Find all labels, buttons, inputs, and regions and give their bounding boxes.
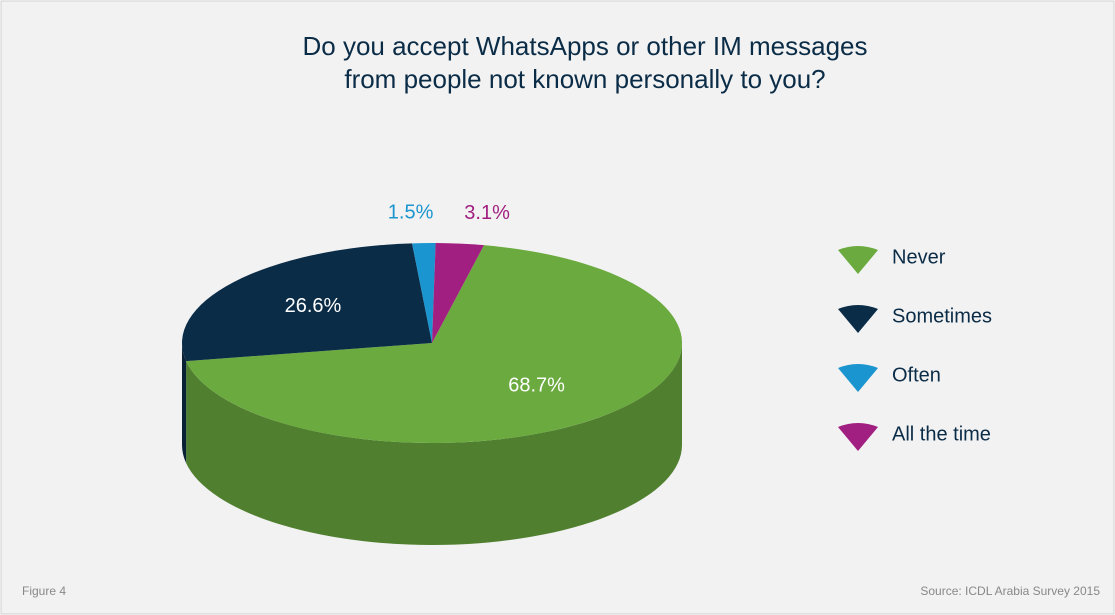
slice [182,243,432,362]
legend-marker [838,305,878,333]
legend-marker [838,364,878,392]
figure-label: Figure 4 [22,584,66,598]
data-label: 68.7% [508,374,565,396]
legend-label: All the time [892,423,991,445]
legend-label: Often [892,364,941,386]
legend-label: Never [892,246,946,268]
legend-label: Sometimes [892,305,992,327]
legend-marker [838,423,878,451]
slice [432,243,484,343]
data-label: 26.6% [285,295,342,317]
chart-title: from people not known personally to you? [344,64,825,94]
slice-side [182,343,187,464]
source: Source: ICDL Arabia Survey 2015 [920,584,1100,598]
data-label: 3.1% [464,202,510,224]
legend-marker [838,246,878,274]
data-label: 1.5% [388,201,434,223]
slice [186,245,683,443]
chart-title: Do you accept WhatsApps or other IM mess… [302,31,867,61]
slice-side [186,343,682,546]
slice [412,243,436,343]
